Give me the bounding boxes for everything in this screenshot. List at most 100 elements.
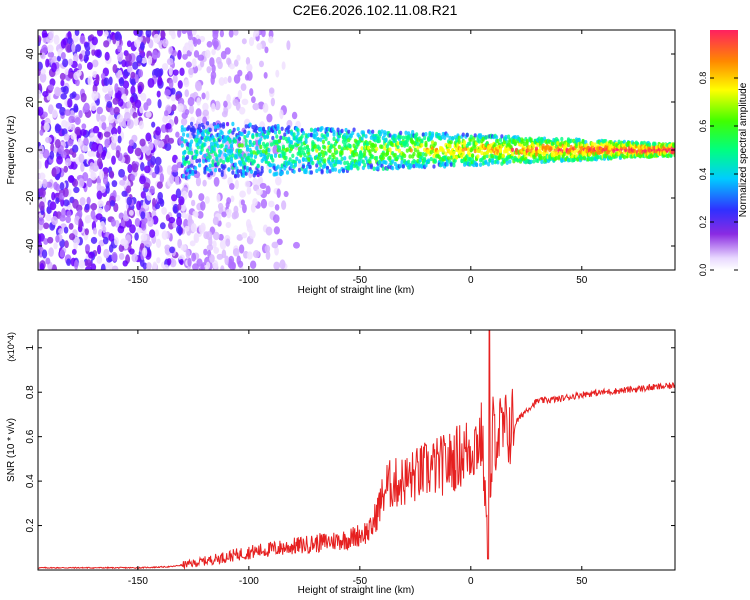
heatmap-cell xyxy=(189,121,194,127)
heatmap-cell xyxy=(252,250,260,259)
heatmap-cell xyxy=(216,253,224,260)
heatmap-cell xyxy=(140,162,145,172)
heatmap-cell xyxy=(183,150,187,155)
heatmap-cell xyxy=(313,135,318,140)
heatmap-cell xyxy=(64,109,71,116)
heatmap-cell xyxy=(461,151,465,156)
heatmap-cell xyxy=(236,234,244,241)
heatmap-cell xyxy=(251,124,255,130)
heatmap-cell xyxy=(304,169,308,175)
heatmap-cell xyxy=(136,200,142,211)
heatmap-cell xyxy=(363,150,367,155)
heatmap-cell xyxy=(368,130,372,135)
heatmap-cell xyxy=(210,74,215,85)
heatmap-cell xyxy=(43,222,50,230)
heatmap-cell xyxy=(268,36,274,44)
heatmap-cell xyxy=(62,187,69,198)
heatmap-cell xyxy=(142,247,148,258)
heatmap-cell xyxy=(123,239,129,250)
heatmap-cell xyxy=(364,156,368,161)
heatmap-cell xyxy=(457,139,461,145)
heatmap-cell xyxy=(238,106,246,115)
heatmap-cell xyxy=(391,165,395,171)
heatmap-cell xyxy=(41,249,48,259)
x-tick-label: 50 xyxy=(576,275,588,286)
heatmap-cell xyxy=(179,258,184,266)
heatmap-cell xyxy=(162,115,169,124)
heatmap-cell xyxy=(239,190,246,198)
heatmap-cell xyxy=(416,145,420,150)
heatmap-cell xyxy=(219,239,227,250)
heatmap-cell xyxy=(234,179,239,190)
heatmap-cell xyxy=(275,134,279,139)
heatmap-cell xyxy=(131,163,139,173)
heatmap-cell xyxy=(227,167,231,172)
heatmap-cell xyxy=(329,163,334,168)
heatmap-cell xyxy=(493,142,497,147)
heatmap-cell xyxy=(284,155,288,161)
heatmap-cell xyxy=(126,40,132,48)
heatmap-cell xyxy=(64,158,72,167)
heatmap-cell xyxy=(68,233,76,241)
heatmap-cell xyxy=(384,138,388,143)
heatmap-cell xyxy=(39,263,45,270)
heatmap-cell xyxy=(113,237,119,246)
heatmap-cell xyxy=(96,111,101,122)
heatmap-cell xyxy=(325,132,330,138)
heatmap-cell xyxy=(225,208,232,215)
heatmap-cell xyxy=(388,147,392,152)
heatmap-cell xyxy=(329,144,334,150)
heatmap-cell xyxy=(262,102,269,113)
heatmap-cell xyxy=(274,246,279,256)
heatmap-cell xyxy=(233,162,238,167)
heatmap-cell xyxy=(258,60,265,68)
heatmap-cell xyxy=(86,177,93,188)
heatmap-cell xyxy=(184,89,189,98)
heatmap-cell xyxy=(224,144,228,149)
heatmap-cell xyxy=(269,142,274,147)
heatmap-cell xyxy=(246,63,253,72)
heatmap-cell xyxy=(260,198,268,209)
heatmap-cell xyxy=(388,155,392,161)
heatmap-cell xyxy=(188,147,192,152)
heatmap-cell xyxy=(337,169,342,174)
heatmap-cell xyxy=(67,175,75,184)
heatmap-cell xyxy=(79,35,86,45)
heatmap-cell xyxy=(51,215,58,226)
heatmap-cell xyxy=(441,148,445,153)
heatmap-cell xyxy=(65,215,71,224)
heatmap-cell xyxy=(288,143,292,148)
heatmap-cell xyxy=(107,114,115,124)
heatmap-cell xyxy=(121,190,128,197)
heatmap-cell xyxy=(102,225,107,234)
heatmap-cell xyxy=(90,263,97,270)
heatmap-cell xyxy=(233,74,241,84)
heatmap-cell xyxy=(130,174,136,182)
heatmap-cell xyxy=(84,228,89,236)
heatmap-cell xyxy=(249,153,254,158)
heatmap-cell xyxy=(260,165,264,171)
heatmap-cell xyxy=(212,240,217,249)
heatmap-cell xyxy=(252,159,256,164)
heatmap-cell xyxy=(223,164,227,169)
heatmap-cell xyxy=(522,141,527,147)
heatmap-cell xyxy=(95,73,100,84)
heatmap-cell xyxy=(84,203,90,211)
heatmap-cell xyxy=(63,165,69,173)
heatmap-cell xyxy=(188,44,194,52)
heatmap-cell xyxy=(157,140,165,149)
heatmap-cell xyxy=(51,191,56,201)
heatmap-cell xyxy=(265,134,270,140)
heatmap-cell xyxy=(332,136,336,142)
heatmap-cell xyxy=(172,221,177,229)
heatmap-cell xyxy=(416,141,420,147)
heatmap-cell xyxy=(38,89,42,99)
heatmap-cell xyxy=(360,136,364,141)
heatmap-cell xyxy=(73,105,79,113)
heatmap-cell xyxy=(484,135,488,140)
heatmap-cell xyxy=(151,49,159,60)
heatmap-cell xyxy=(185,146,190,151)
heatmap-cell xyxy=(157,99,162,109)
snr-x-label: Height of straight line (km) xyxy=(298,585,415,596)
heatmap-cell xyxy=(75,44,82,52)
